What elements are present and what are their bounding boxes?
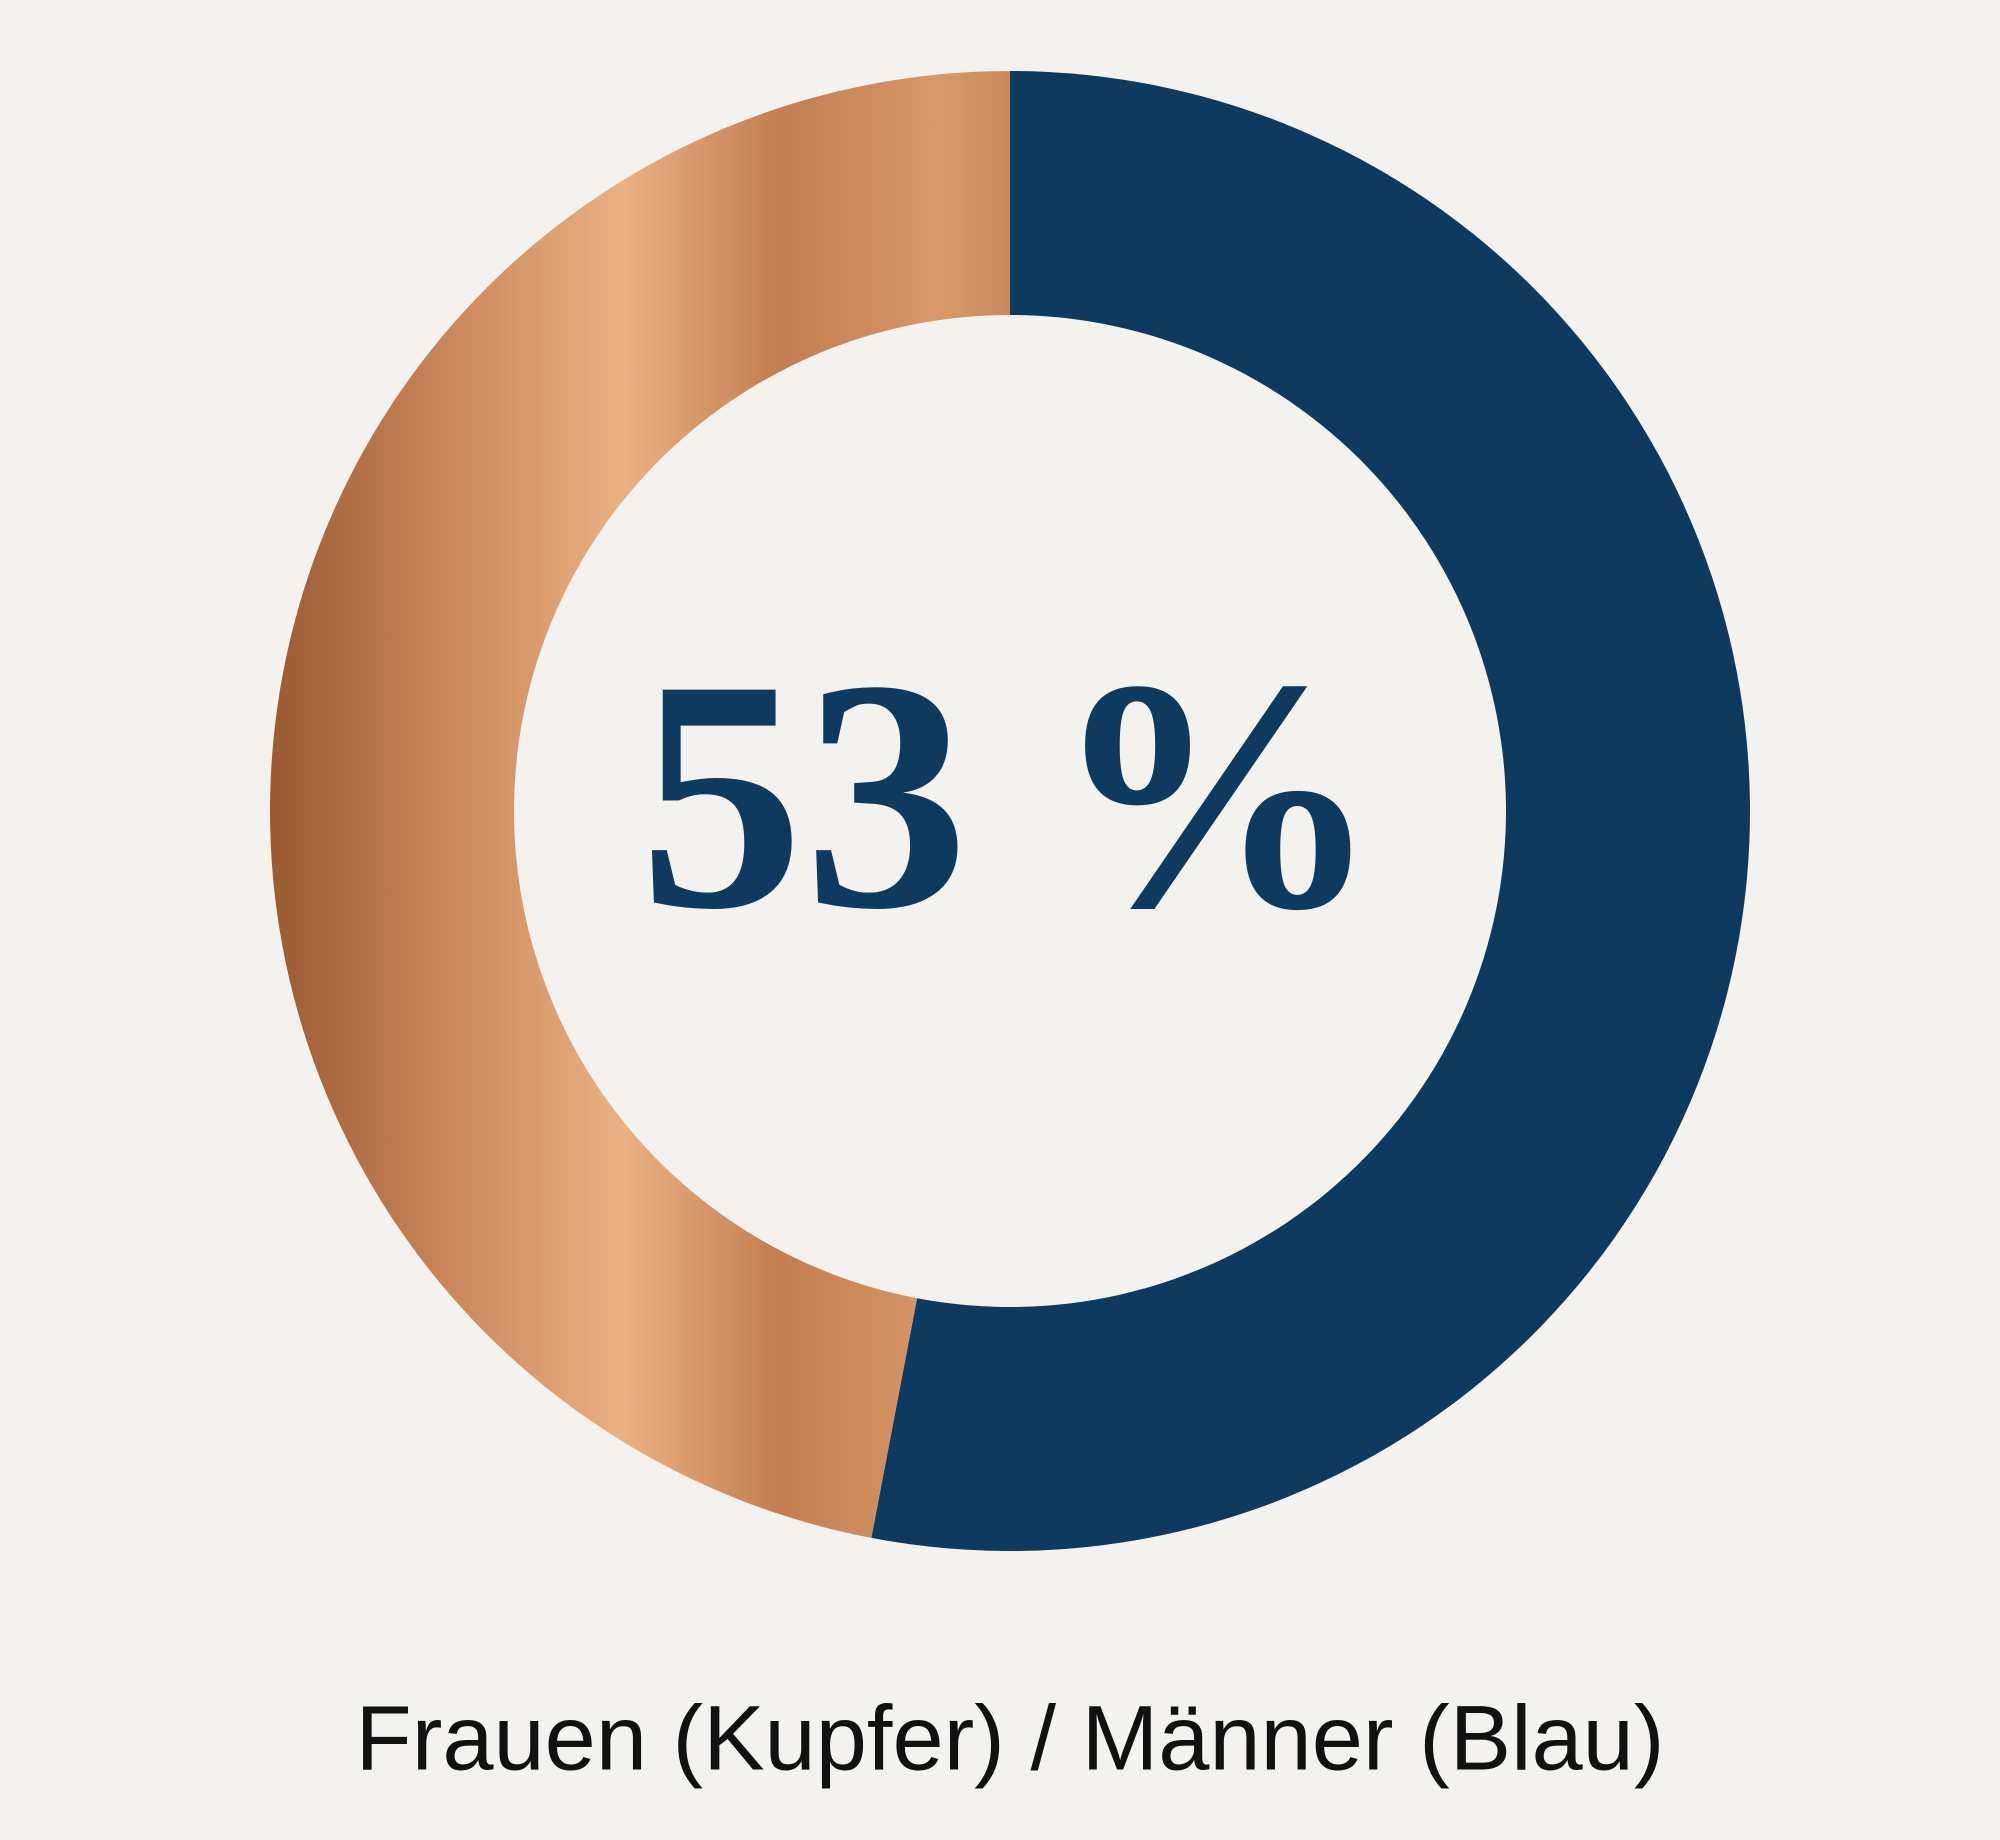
caption: Frauen (Kupfer) / Männer (Blau) xyxy=(356,1687,1665,1789)
center-value-label: 53 % xyxy=(639,613,1382,978)
donut xyxy=(269,71,1750,1551)
donut-slice xyxy=(269,71,1010,1538)
donut-slice xyxy=(871,71,1750,1551)
